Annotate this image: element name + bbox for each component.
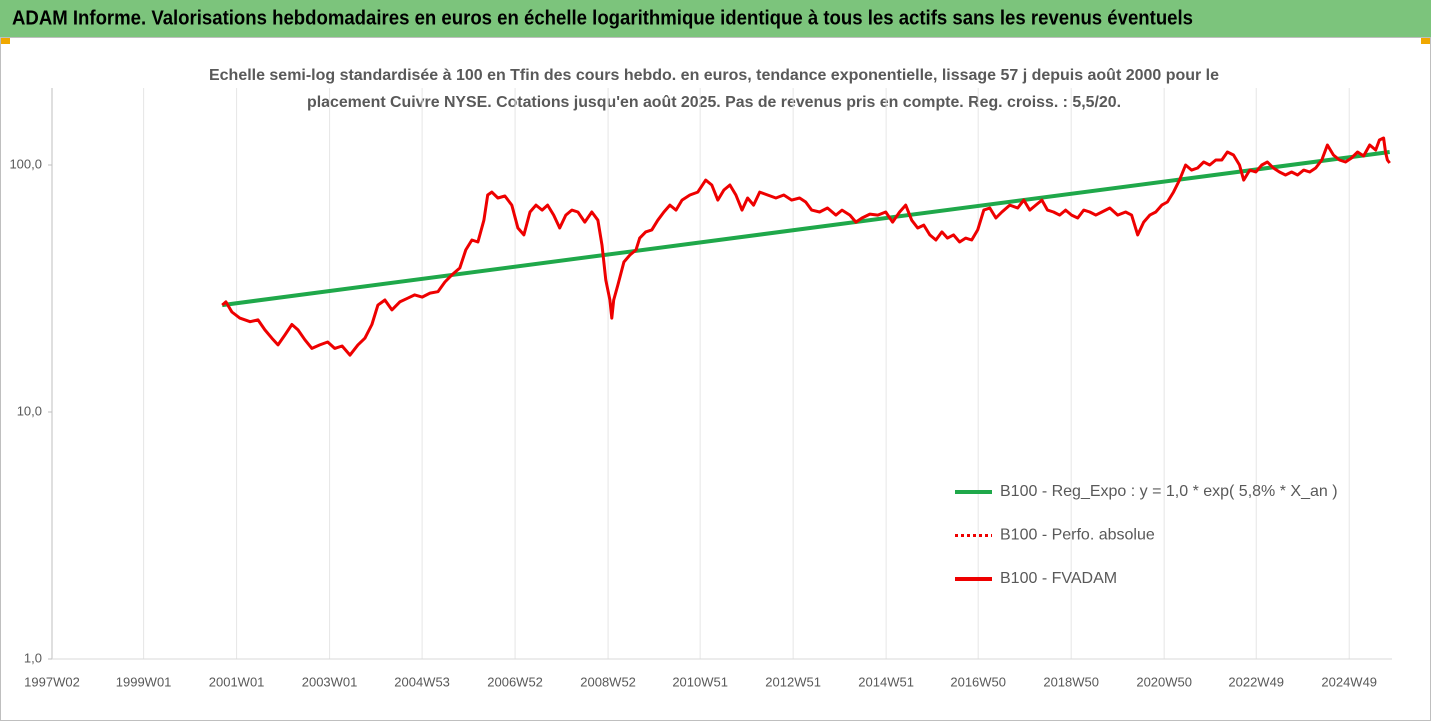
x-tick-label: 2006W52	[487, 674, 543, 689]
x-tick-label: 2008W52	[580, 674, 636, 689]
x-tick-label: 2024W49	[1321, 674, 1377, 689]
x-tick-label: 1999W01	[116, 674, 172, 689]
chart-title: Echelle semi-log standardisée à 100 en T…	[209, 67, 1219, 84]
series-line	[221, 136, 1391, 357]
x-tick-label: 2004W53	[394, 674, 450, 689]
x-tick-label: 2016W50	[950, 674, 1006, 689]
header-bar	[0, 0, 1431, 37]
legend-label: B100 - FVADAM	[1000, 570, 1117, 587]
corner-mark	[0, 37, 10, 44]
series-line	[221, 150, 1390, 308]
legend-label: B100 - Reg_Expo : y = 1,0 * exp( 5,8% * …	[1000, 483, 1338, 500]
x-tick-label: 2010W51	[672, 674, 728, 689]
x-tick-label: 2001W01	[209, 674, 265, 689]
x-tick-label: 2014W51	[858, 674, 914, 689]
x-tick-label: 2018W50	[1043, 674, 1099, 689]
y-tick-label: 100,0	[9, 156, 42, 171]
x-tick-label: 2022W49	[1228, 674, 1284, 689]
chart-title: placement Cuivre NYSE. Cotations jusqu'e…	[307, 94, 1121, 111]
x-tick-label: 2003W01	[302, 674, 358, 689]
y-tick-label: 1,0	[24, 650, 42, 665]
x-tick-label: 2012W51	[765, 674, 821, 689]
corner-mark	[1421, 37, 1431, 44]
header-title: ADAM Informe. Valorisations hebdomadaire…	[12, 7, 1193, 29]
y-tick-label: 10,0	[17, 403, 42, 418]
x-tick-label: 1997W02	[24, 674, 80, 689]
x-tick-label: 2020W50	[1136, 674, 1192, 689]
legend-label: B100 - Perfo. absolue	[1000, 527, 1155, 544]
